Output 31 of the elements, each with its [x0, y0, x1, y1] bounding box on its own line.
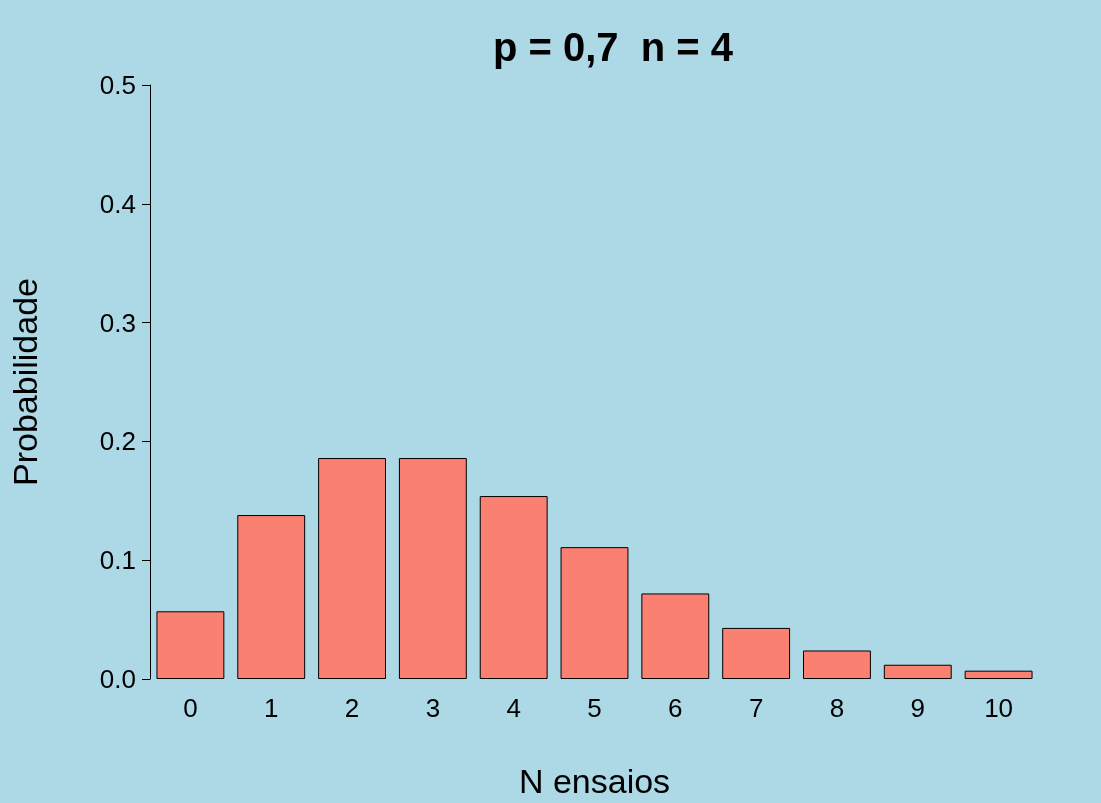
x-tick-label: 2 [344, 693, 360, 723]
x-tick-label: 4 [506, 693, 521, 723]
y-tick-label: 0.2 [99, 426, 136, 457]
y-tick-label: 0.4 [99, 188, 136, 219]
x-tick-label: 1 [263, 693, 279, 723]
bar [156, 611, 225, 679]
bar [964, 670, 1033, 679]
x-tick-label: 10 [984, 693, 1014, 723]
x-axis-title: N ensaios [518, 762, 671, 800]
chart-title: p = 0,7 n = 4 [492, 25, 734, 69]
bar [318, 458, 386, 679]
bar [237, 515, 306, 679]
bar [803, 650, 871, 679]
x-tick-label: 6 [668, 693, 683, 723]
bar [479, 496, 548, 679]
y-tick-label: 0.1 [99, 545, 136, 576]
y-axis-title: Probabilidade [6, 278, 44, 486]
y-tick-label: 0.5 [99, 70, 136, 100]
bar [722, 627, 791, 679]
x-tick-label: 3 [425, 693, 441, 723]
x-tick-label: 0 [183, 693, 198, 723]
x-tick-label: 8 [829, 693, 845, 723]
bar [883, 664, 952, 679]
x-tick-label: 7 [748, 693, 764, 723]
bar [398, 458, 467, 679]
x-tick-label: 9 [910, 693, 926, 723]
y-tick-label: 0.0 [99, 664, 136, 694]
bar [641, 593, 710, 679]
x-tick-label: 5 [587, 693, 602, 723]
bar [560, 547, 629, 679]
y-tick-label: 0.3 [99, 307, 136, 338]
